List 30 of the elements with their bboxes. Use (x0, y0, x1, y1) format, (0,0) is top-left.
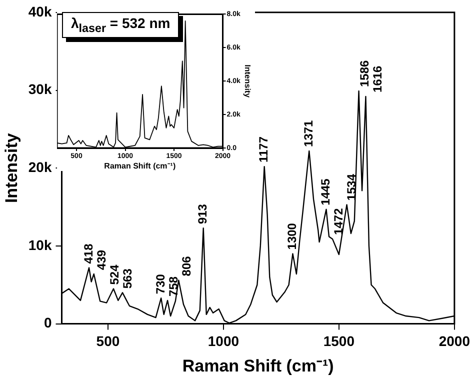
x-axis-title: Raman Shift (cm⁻¹) (182, 356, 334, 376)
y-tick-label: 10k (28, 236, 52, 253)
annotation: 439 (94, 250, 108, 270)
y-axis-title: Intensity (242, 64, 252, 98)
annotation: 1177 (256, 136, 271, 163)
y-tick-label: 0 (44, 314, 52, 331)
y-tick-label: 40k (28, 3, 52, 20)
y-tick-label: 30k (28, 81, 52, 98)
annotation: 1472 (332, 208, 346, 235)
annotation: 1586 (358, 60, 372, 88)
x-axis-title: Raman Shift (cm⁻¹) (104, 161, 176, 170)
annotation: 1445 (318, 178, 333, 206)
annotation: 524 (107, 264, 122, 285)
annotation: 1300 (285, 222, 300, 250)
annotation: 418 (81, 243, 96, 264)
x-tick-label: 500 (96, 333, 120, 350)
x-tick-label: 1000 (208, 333, 240, 350)
annotation: 806 (179, 256, 194, 276)
annotation: 1616 (370, 65, 385, 92)
annotation: 913 (196, 204, 210, 224)
annotation: 1534 (344, 174, 359, 201)
x-tick-label: 2000 (438, 333, 470, 350)
annotation: 1371 (301, 120, 316, 147)
annotation: 563 (120, 268, 134, 289)
annotation: 758 (166, 276, 180, 296)
y-tick-label: 20k (28, 158, 52, 175)
y-axis-title: Intensity (2, 132, 21, 204)
annotation: 730 (153, 274, 168, 294)
annotation: λ$_{laser}$ = 532 nm (62, 12, 180, 38)
x-tick-label: 1500 (323, 333, 355, 350)
